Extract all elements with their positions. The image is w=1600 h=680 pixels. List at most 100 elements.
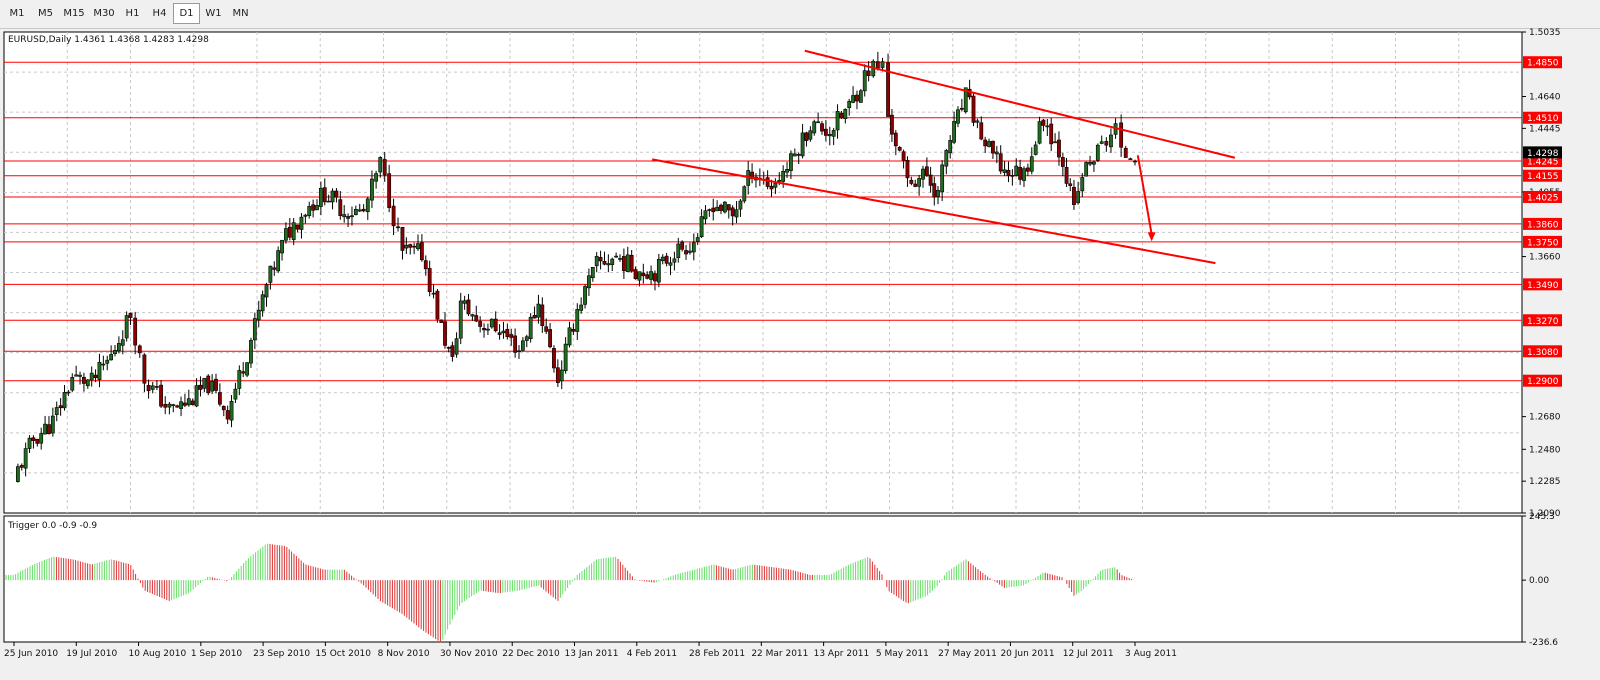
candle-body (202, 377, 207, 389)
candle-body (699, 216, 704, 238)
candle-body (548, 329, 552, 348)
candle (382, 152, 387, 182)
timeframe-button-mn[interactable]: MN (232, 8, 249, 19)
candle-body (816, 121, 821, 124)
timeframe-button-h1[interactable]: H1 (125, 8, 140, 19)
candle-body (715, 206, 720, 212)
candle (890, 109, 894, 142)
candle (264, 282, 269, 307)
candle-body (544, 326, 549, 332)
candle-body (789, 153, 793, 171)
candle (142, 353, 147, 393)
candle (489, 318, 494, 329)
candle (478, 316, 483, 333)
candle (707, 208, 712, 217)
candle-body (773, 182, 778, 188)
candle (719, 203, 723, 215)
candle (370, 170, 374, 208)
candle-body (621, 256, 626, 272)
candle-body (1025, 167, 1030, 172)
candle (35, 438, 40, 447)
candle (1128, 157, 1133, 161)
candle (416, 234, 420, 251)
candle (183, 393, 187, 408)
candle (851, 86, 855, 104)
candle-body (404, 244, 409, 249)
candle (124, 311, 129, 342)
candle-body (625, 254, 630, 272)
candle-body (423, 260, 428, 270)
timeframe-button-w1[interactable]: W1 (205, 8, 222, 19)
candle (419, 234, 424, 262)
candle-body (959, 107, 964, 110)
timeframe-button-m5[interactable]: M5 (38, 8, 53, 19)
candle (575, 303, 580, 340)
candle (893, 130, 898, 156)
candle (50, 407, 55, 437)
candle (58, 398, 63, 416)
y-tick-label: 1.4445 (1529, 124, 1561, 134)
candle (540, 297, 545, 333)
candle-body (493, 318, 498, 332)
candle (154, 380, 159, 391)
candle-body (831, 130, 836, 137)
candle-body (505, 328, 510, 338)
candle-body (342, 214, 347, 218)
candle-body (583, 286, 587, 305)
candle-body (330, 190, 335, 203)
candle (649, 265, 653, 285)
level-price-tag (1523, 278, 1562, 291)
candle-body (284, 228, 288, 241)
chart-area: 1.50351.46401.44451.40551.36601.26801.24… (0, 28, 1600, 676)
candle (167, 401, 172, 415)
timeframe-button-m1[interactable]: M1 (9, 8, 25, 19)
candle (1010, 169, 1015, 186)
candle-body (610, 258, 615, 265)
candle-body (1084, 162, 1089, 177)
candle-body (416, 243, 420, 250)
candle-body (1109, 134, 1113, 148)
timeframe-button-d1[interactable]: D1 (173, 3, 200, 24)
candle-body (994, 151, 999, 155)
y-tick-label: 1.4640 (1529, 93, 1561, 103)
candle (342, 205, 347, 223)
candle-body (357, 209, 362, 212)
candle-body (835, 111, 840, 131)
timeframe-button-m30[interactable]: M30 (93, 8, 115, 19)
candle (497, 324, 502, 340)
candle (905, 156, 910, 187)
candle (855, 90, 859, 110)
candle (792, 148, 797, 157)
candle-body (983, 139, 988, 147)
candle (1002, 161, 1007, 177)
candle (163, 396, 168, 415)
candle-body (142, 354, 147, 384)
candle-body (540, 304, 545, 326)
candle-body (928, 174, 933, 186)
candle-body (1049, 123, 1054, 145)
candle (738, 199, 743, 217)
timeframe-button-m15[interactable]: M15 (63, 8, 85, 19)
candle-body (785, 169, 789, 173)
candle-body (1010, 175, 1015, 177)
candle (284, 222, 288, 244)
candle (606, 254, 611, 273)
candle (559, 360, 564, 390)
y-tick-label: 1.2480 (1529, 445, 1561, 455)
candle-body (1099, 141, 1104, 144)
indicator-y-tick-label: 0.00 (1529, 576, 1549, 586)
candle (932, 176, 937, 206)
candle-body (839, 112, 844, 119)
candle (315, 199, 319, 211)
candle (431, 283, 436, 299)
candle (571, 323, 576, 335)
timeframe-button-h4[interactable]: H4 (152, 8, 167, 19)
candle-body (190, 400, 195, 405)
candle (146, 379, 151, 399)
candle-body (520, 340, 525, 351)
x-tick-label: 5 May 2011 (876, 649, 929, 659)
candle (695, 233, 700, 245)
x-tick-label: 8 Nov 2010 (378, 649, 430, 659)
candle-body (133, 317, 138, 346)
x-tick-label: 10 Aug 2010 (129, 649, 187, 659)
